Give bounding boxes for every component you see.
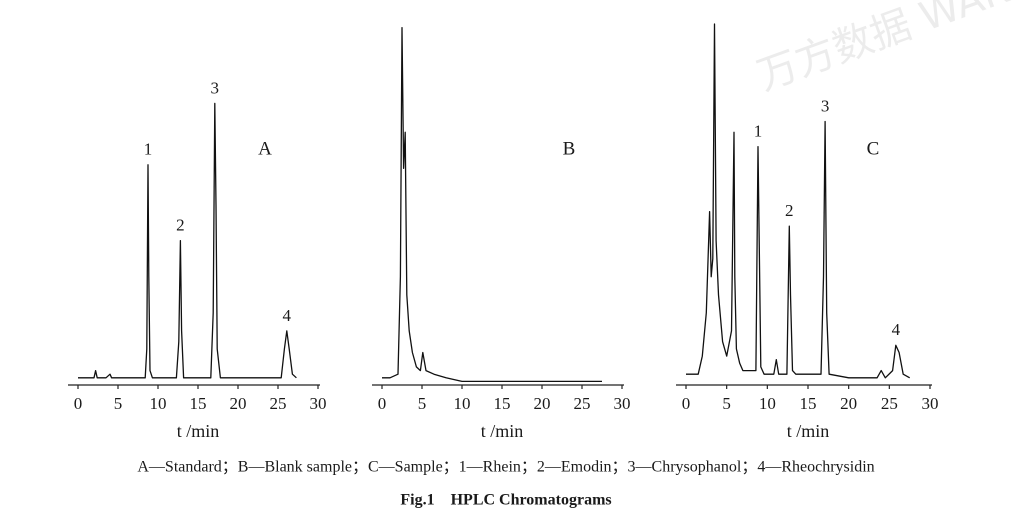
x-tick-label: 10 [150, 394, 167, 413]
panel-label: A [258, 138, 272, 159]
panel-label: B [563, 138, 576, 159]
x-axis-label: t /min [787, 421, 830, 441]
peak-label: 4 [892, 320, 901, 339]
x-tick-label: 15 [494, 394, 511, 413]
x-tick-label: 30 [922, 394, 939, 413]
peak-label: 4 [283, 306, 292, 325]
peak-label: 2 [176, 216, 185, 235]
peak-label: 3 [211, 78, 220, 97]
x-tick-label: 30 [310, 394, 327, 413]
x-tick-label: 20 [534, 394, 551, 413]
x-tick-label: 0 [378, 394, 387, 413]
x-tick-label: 0 [682, 394, 691, 413]
x-tick-label: 15 [800, 394, 817, 413]
peak-label: 1 [754, 122, 763, 141]
chromatogram-trace [686, 23, 911, 379]
x-tick-label: 25 [270, 394, 287, 413]
x-axis-label: t /min [481, 421, 524, 441]
x-tick-label: 0 [74, 394, 83, 413]
x-tick-label: 5 [418, 394, 427, 413]
x-tick-label: 25 [881, 394, 898, 413]
x-axis-label: t /min [177, 421, 220, 441]
chromatogram-trace [78, 102, 297, 379]
peak-label: 3 [821, 96, 830, 115]
caption: A—Standard；B—Blank sample；C—Sample；1—Rhe… [137, 459, 874, 476]
figure-title: Fig.1 HPLC Chromatograms [400, 492, 611, 509]
x-tick-label: 25 [574, 394, 591, 413]
x-tick-label: 5 [114, 394, 123, 413]
x-tick-label: 20 [840, 394, 857, 413]
watermark: 万方数据 WANFANG DATA [751, 0, 1013, 100]
panel-label: C [867, 138, 880, 159]
x-tick-label: 10 [454, 394, 471, 413]
x-tick-label: 5 [722, 394, 731, 413]
peak-label: 1 [144, 140, 153, 159]
chromatogram-trace [382, 26, 602, 383]
x-tick-label: 15 [190, 394, 207, 413]
x-tick-label: 30 [614, 394, 631, 413]
x-tick-label: 20 [230, 394, 247, 413]
x-tick-label: 10 [759, 394, 776, 413]
peak-label: 2 [785, 201, 794, 220]
